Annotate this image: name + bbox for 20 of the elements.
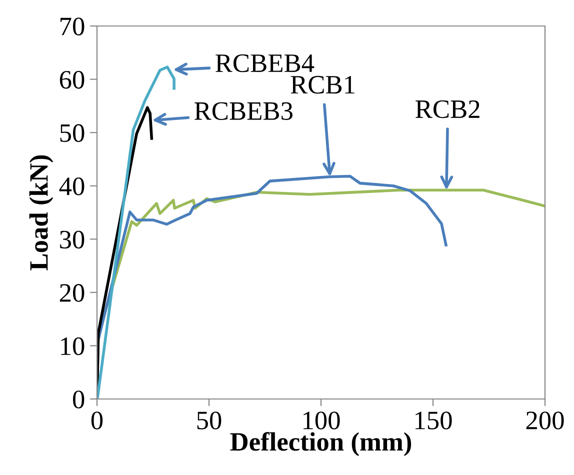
annotation: RCBEB3 (194, 102, 292, 120)
x-tick-label: 100 (304, 412, 340, 430)
annotation: RCB1 (290, 76, 354, 94)
x-axis-title: Deflection (mm) (230, 432, 412, 456)
x-tick-label: 50 (197, 412, 222, 430)
x-tick-label: 150 (416, 412, 452, 430)
y-tick-label: 50 (60, 124, 84, 142)
y-tick-label: 40 (59, 177, 84, 196)
annotation: RCB2 (416, 100, 480, 118)
y-tick-label: 30 (60, 230, 84, 249)
x-tick-label: 0 (91, 412, 103, 430)
y-tick-label: 0 (73, 390, 84, 408)
x-tick-label: 200 (526, 412, 564, 430)
line-series (97, 66, 176, 399)
y-axis-title: Load (kN) (29, 155, 54, 270)
y-tick-label: 60 (60, 70, 84, 89)
y-tick-label: 20 (60, 284, 84, 302)
y-tick-label: 70 (60, 18, 84, 36)
y-tick-label: 10 (61, 337, 84, 356)
annotation: RCBEB4 (216, 54, 314, 72)
